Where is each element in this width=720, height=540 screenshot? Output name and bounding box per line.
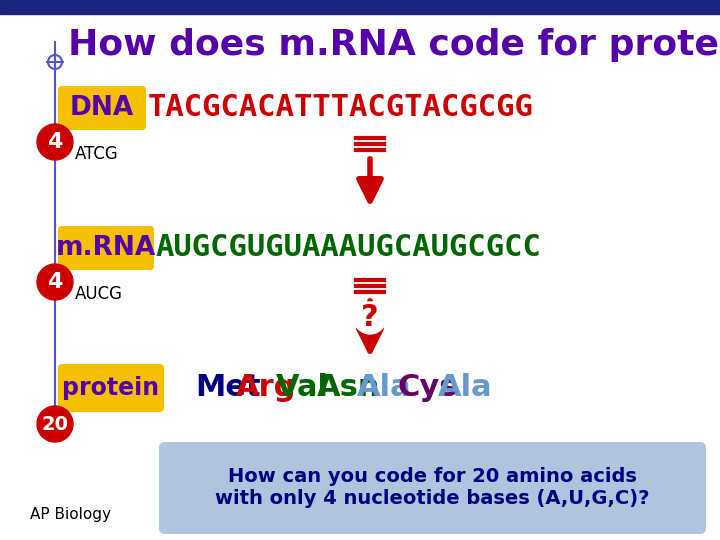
- Text: AUCG: AUCG: [75, 285, 123, 303]
- FancyBboxPatch shape: [58, 86, 146, 130]
- Text: Ala: Ala: [357, 374, 412, 402]
- Text: ?: ?: [361, 303, 379, 333]
- Text: Val: Val: [276, 374, 329, 402]
- Text: 20: 20: [42, 415, 68, 434]
- FancyBboxPatch shape: [159, 442, 706, 534]
- Text: Arg: Arg: [235, 374, 296, 402]
- Text: How can you code for 20 amino acids
with only 4 nucleotide bases (A,U,G,C)?: How can you code for 20 amino acids with…: [215, 468, 649, 509]
- Text: ATCG: ATCG: [75, 145, 119, 163]
- Text: How does m.RNA code for proteins?: How does m.RNA code for proteins?: [68, 28, 720, 62]
- Circle shape: [354, 302, 386, 334]
- Text: AP Biology: AP Biology: [30, 508, 111, 523]
- Bar: [0, 0, 720, 14]
- Text: Met: Met: [195, 374, 261, 402]
- Text: AUGCGUGUAAAUGCAUGCGCC: AUGCGUGUAAAUGCAUGCGCC: [156, 233, 542, 262]
- Text: protein: protein: [63, 376, 160, 400]
- Text: Asn: Asn: [317, 374, 380, 402]
- Circle shape: [37, 406, 73, 442]
- Text: 4: 4: [48, 272, 63, 292]
- Text: 4: 4: [48, 132, 63, 152]
- Text: TACGCACATTTACGTACGCGG: TACGCACATTTACGTACGCGG: [148, 93, 534, 123]
- Circle shape: [37, 124, 73, 160]
- Text: DNA: DNA: [70, 95, 134, 121]
- Text: Cys: Cys: [397, 374, 458, 402]
- FancyBboxPatch shape: [58, 226, 154, 270]
- FancyBboxPatch shape: [58, 364, 164, 412]
- Text: Ala: Ala: [438, 374, 492, 402]
- Circle shape: [37, 264, 73, 300]
- Text: m.RNA: m.RNA: [56, 235, 156, 261]
